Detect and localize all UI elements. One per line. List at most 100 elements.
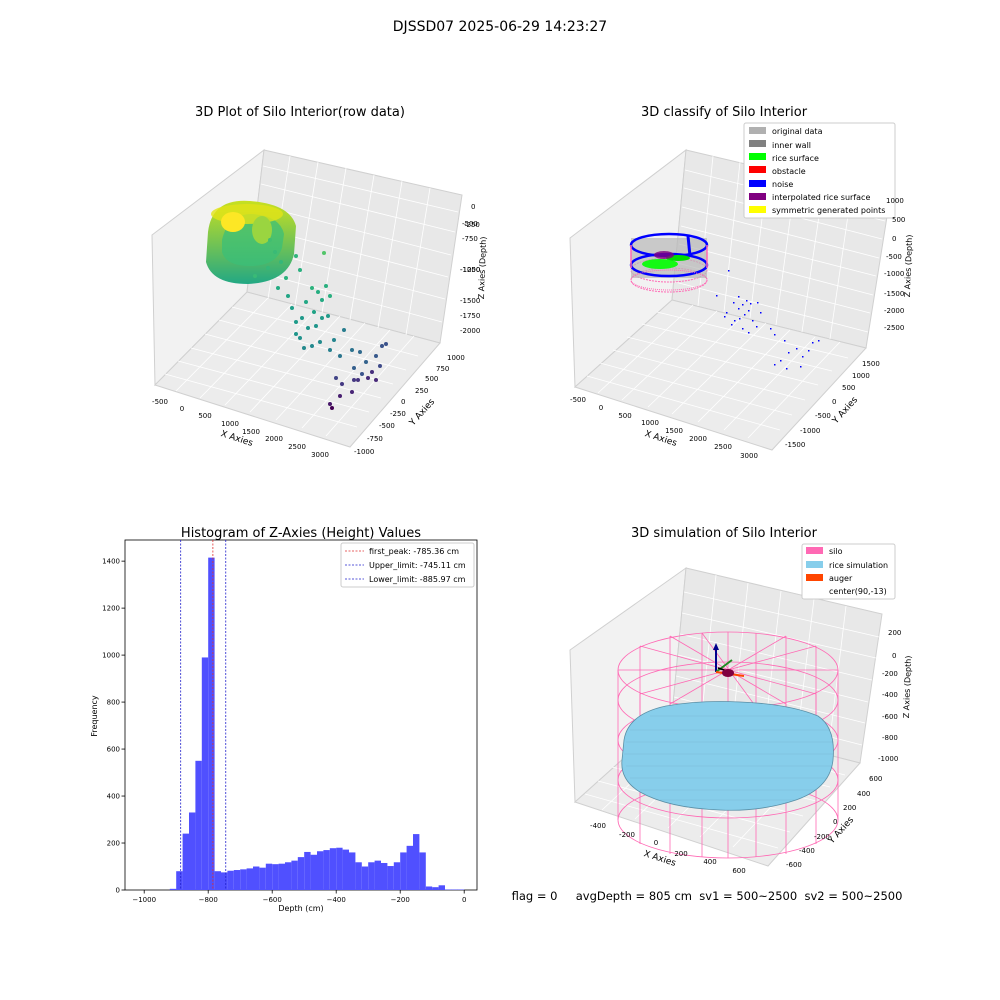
legend-swatch-original	[749, 127, 766, 134]
sim-3d-xtick: 600	[732, 867, 745, 875]
hist-bar	[182, 833, 189, 890]
hist-legend: first_peak: -785.36 cm Upper_limit: -745…	[340, 542, 475, 588]
hist-bar	[208, 557, 215, 890]
classify-3d-y-ticks: -1500 -1000 -500 0 500 1000 1500	[785, 360, 880, 449]
sim-3d-xtick: 0	[654, 839, 658, 847]
legend-swatch-symmetric	[749, 206, 766, 213]
legend-swatch-rice-surface	[749, 153, 766, 160]
raw-3d-ztick: -250	[464, 221, 480, 229]
raw-3d-ytick: 250	[415, 387, 428, 395]
classify-3d-xtick: -500	[570, 396, 586, 404]
sim-3d-ytick: 600	[869, 775, 882, 783]
sim-3d-ztick: 0	[892, 652, 896, 660]
raw-3d-xtick: -500	[152, 398, 168, 406]
hist-bar	[227, 870, 234, 890]
legend-swatch-rice-simulation	[806, 561, 823, 568]
hist-ytick-label: 1000	[102, 652, 120, 660]
hist-x-ticks: −1000 −800 −600 −400 −200 0	[132, 890, 466, 904]
raw-3d-ytick: -500	[379, 422, 395, 430]
classify-legend-frame	[743, 122, 896, 219]
figure-title: DJSSD07 2025-06-29 14:23:27	[393, 19, 607, 35]
sim-3d-rice-mesh	[624, 715, 834, 801]
raw-3d-ytick: 1000	[447, 354, 465, 362]
classify-3d-ztick: -2000	[884, 307, 904, 315]
sim-3d-legend: silo rice simulation auger center(90,-13…	[801, 543, 896, 600]
hist-bar	[278, 863, 285, 890]
raw-3d-xtick: 1000	[221, 420, 239, 428]
hist-bar	[310, 854, 317, 890]
legend-label-interpolated: interpolated rice surface	[772, 193, 870, 202]
classify-3d-title: 3D classify of Silo Interior	[641, 105, 808, 120]
hist-bar	[253, 866, 260, 890]
hist-bar	[201, 657, 209, 890]
status-footer: flag = 0 avgDepth = 805 cm sv1 = 500~250…	[512, 889, 903, 903]
hist-bar	[406, 845, 413, 890]
hist-xtick-label: −600	[263, 896, 282, 904]
classify-3d-xtick: 0	[599, 404, 603, 412]
raw-3d-xtick: 0	[180, 405, 184, 413]
hist-bar	[272, 864, 279, 890]
hist-plot-frame	[124, 539, 478, 891]
classify-3d-ytick: 500	[842, 384, 855, 392]
hist-bar	[297, 857, 305, 890]
raw-3d-z-ticks: -2000 -1750 -1500 -1250 -1000 -750 -500 …	[460, 203, 480, 335]
legend-swatch-interpolated	[749, 193, 766, 200]
raw-3d-ytick: 0	[401, 398, 405, 406]
sim-3d-y-ticks: -600 -400 -200 0 200 400 600	[786, 775, 882, 869]
hist-bar	[336, 847, 343, 890]
legend-label-rice-surface: rice surface	[772, 154, 819, 163]
sim-3d-ztick: -1000	[878, 755, 898, 763]
classify-3d-xtick: 2500	[714, 443, 732, 451]
classify-3d-xtick: 3000	[740, 452, 758, 460]
hist-bar	[169, 888, 177, 890]
raw-3d-ztick: -1500	[460, 297, 480, 305]
legend-swatch-auger	[806, 574, 823, 581]
raw-3d-ylabel: Y Axies	[407, 397, 437, 429]
sim-legend-frame	[801, 543, 896, 600]
sim-3d-z-ticks: -1000 -800 -600 -400 -200 0 200	[878, 629, 901, 763]
classify-3d-ytick: -1000	[800, 427, 820, 435]
sim-3d-title: 3D simulation of Silo Interior	[631, 526, 818, 541]
classify-3d-floor-pane	[574, 299, 867, 451]
hist-bar	[355, 862, 362, 890]
sim-3d-ztick: -800	[882, 734, 898, 742]
hist-bar	[214, 871, 221, 890]
classify-3d-ytick: 0	[832, 398, 836, 406]
raw-3d-ytick: -1000	[354, 448, 374, 456]
classify-3d-zlabel: Z Axies (Depth)	[903, 234, 914, 297]
raw-3d-ztick: -1750	[460, 312, 480, 320]
raw-3d-ztick: -2000	[460, 327, 480, 335]
raw-3d-ytick: -750	[367, 435, 383, 443]
hist-bar	[342, 849, 349, 890]
legend-swatch-silo	[806, 547, 823, 554]
sim-3d-ytick: 200	[843, 804, 856, 812]
hist-bar	[246, 868, 253, 890]
hist-bars	[169, 557, 465, 890]
raw-3d-ytick: 500	[425, 375, 438, 383]
sim-3d-ytick: 0	[833, 818, 837, 826]
legend-label-inner-wall: inner wall	[772, 141, 811, 150]
hist-legend-frame	[340, 542, 475, 588]
raw-3d-ytick: -250	[390, 410, 406, 418]
hist-bar	[419, 852, 426, 890]
sim-3d-xtick: -400	[590, 822, 606, 830]
hist-ytick-label: 1400	[102, 558, 120, 566]
legend-label-original: original data	[772, 127, 823, 136]
legend-label-center: center(90,-13)	[829, 587, 887, 596]
classify-3d-xtick: 1000	[641, 419, 659, 427]
sim-3d-ytick: 400	[857, 790, 870, 798]
hist-bar	[317, 851, 324, 890]
hist-bar	[387, 866, 394, 890]
raw-3d-zlabel: Z Axies (Depth)	[477, 236, 488, 299]
hist-bar	[259, 867, 266, 890]
sim-3d-ztick: 200	[888, 629, 901, 637]
hist-bar	[413, 834, 420, 890]
hist-bar	[195, 760, 202, 890]
hist-bar	[381, 862, 388, 890]
sim-3d-xtick: 200	[674, 850, 687, 858]
classify-3d-ytick: -500	[815, 412, 831, 420]
hist-bar	[323, 850, 330, 890]
panel-histogram: Histogram of Z-Axies (Height) Values −10…	[90, 526, 478, 913]
legend-label-noise: noise	[772, 180, 793, 189]
